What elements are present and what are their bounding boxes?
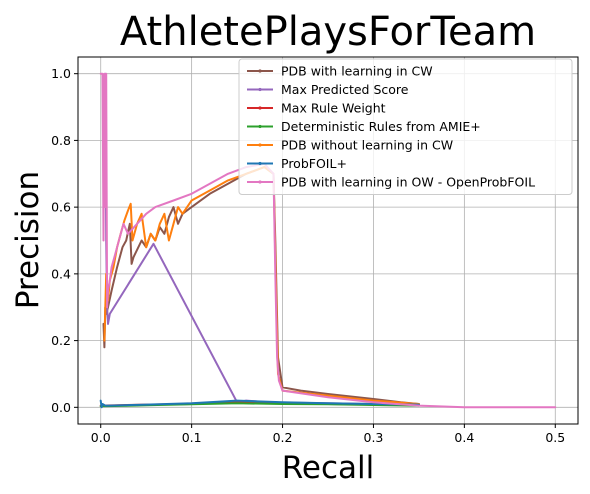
legend-marker <box>258 180 261 183</box>
legend-marker <box>258 88 261 91</box>
legend-label: ProbFOIL+ <box>281 156 347 171</box>
y-tick-label: 1.0 <box>51 66 71 81</box>
legend-label: PDB with learning in CW <box>281 64 433 79</box>
legend-label: Max Rule Weight <box>281 101 386 116</box>
y-tick-label: 0.2 <box>51 333 71 348</box>
legend-marker <box>258 143 261 146</box>
legend-marker <box>258 69 261 72</box>
chart-title: AthletePlaysForTeam <box>120 9 536 55</box>
x-tick-label: 0.3 <box>364 430 384 445</box>
legend-label: Max Predicted Score <box>281 82 409 97</box>
x-tick-label: 0.1 <box>182 430 202 445</box>
y-tick-label: 0.0 <box>51 400 71 415</box>
legend-marker <box>258 162 261 165</box>
y-axis-label: Precision <box>10 171 46 309</box>
legend-label: PDB without learning in CW <box>281 138 453 153</box>
legend: PDB with learning in CW Max Predicted Sco… <box>239 59 572 195</box>
x-tick-label: 0.0 <box>91 430 111 445</box>
y-tick-label: 0.8 <box>51 133 71 148</box>
legend-marker <box>258 125 261 128</box>
x-axis-label: Recall <box>282 450 375 486</box>
x-tick-label: 0.4 <box>454 430 474 445</box>
legend-marker <box>258 106 261 109</box>
x-tick-label: 0.2 <box>273 430 293 445</box>
x-tick-label: 0.5 <box>545 430 565 445</box>
legend-label: PDB with learning in OW - OpenProbFOIL <box>281 175 535 190</box>
y-tick-label: 0.4 <box>51 266 71 281</box>
y-tick-label: 0.6 <box>51 200 71 215</box>
legend-label: Deterministic Rules from AMIE+ <box>281 119 481 134</box>
